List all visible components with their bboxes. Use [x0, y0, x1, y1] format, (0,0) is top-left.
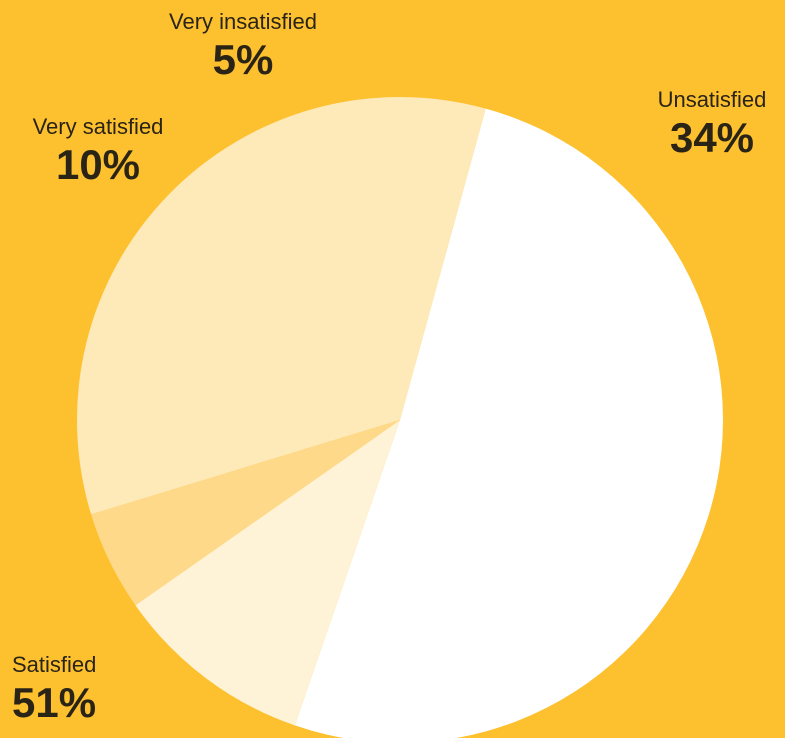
slice-label-very-insatisfied: Very insatisfied: [169, 9, 317, 34]
slice-label-very-satisfied: Very satisfied: [33, 114, 164, 139]
slice-value-very-insatisfied: 5%: [213, 36, 274, 83]
pie-slice-satisfied: [294, 108, 723, 738]
slice-value-very-satisfied: 10%: [56, 141, 140, 188]
pie-slice-very-insatisfied: [91, 420, 401, 606]
pie-slice-very-satisfied: [135, 420, 401, 726]
slice-value-satisfied: 51%: [12, 679, 96, 726]
slice-value-unsatisfied: 34%: [670, 114, 754, 161]
slice-label-satisfied: Satisfied: [12, 652, 96, 677]
slice-label-unsatisfied: Unsatisfied: [658, 87, 767, 112]
pie-slices: [77, 97, 723, 738]
pie-slice-unsatisfied: [77, 97, 486, 515]
